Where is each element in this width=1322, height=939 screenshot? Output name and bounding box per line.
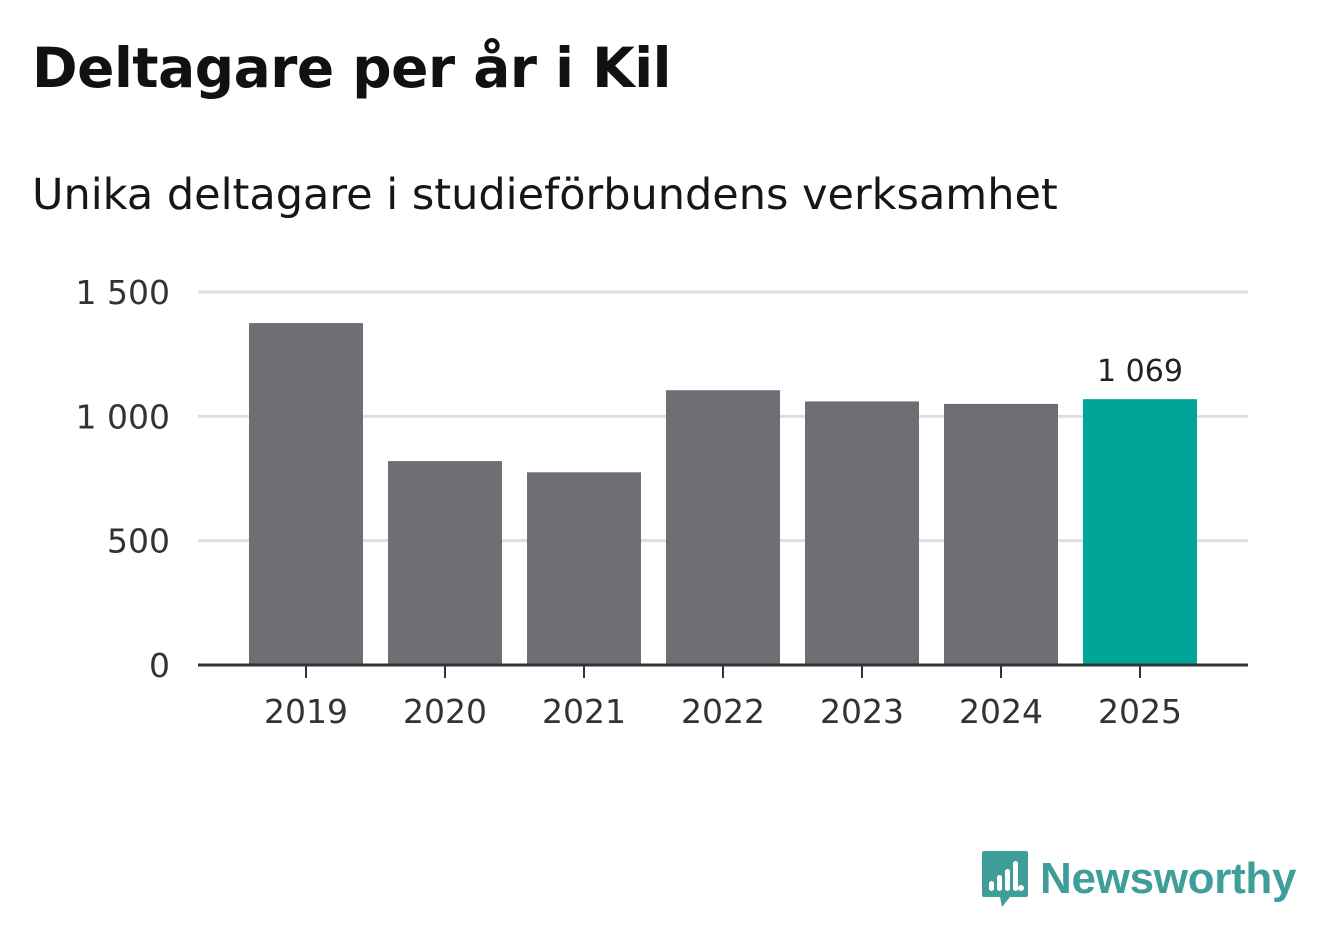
chart-subtitle: Unika deltagare i studieförbundens verks… [32, 170, 1058, 220]
y-tick-label: 1 000 [76, 397, 170, 436]
x-tick-label: 2025 [1098, 692, 1182, 731]
brand-name: Newsworthy [1040, 854, 1297, 903]
bar [666, 390, 780, 665]
x-tick-label: 2023 [820, 692, 904, 731]
x-tick-label: 2022 [681, 692, 765, 731]
x-tick-label: 2019 [264, 692, 348, 731]
bar [805, 401, 919, 665]
bar [527, 472, 641, 665]
y-tick-label: 0 [149, 646, 170, 685]
bar [944, 403, 1058, 665]
newsworthy-logo: Newsworthy [980, 848, 1296, 910]
y-tick-label: 500 [107, 522, 170, 561]
y-tick-label: 1 500 [76, 273, 170, 312]
x-tick-label: 2024 [959, 692, 1043, 731]
newsworthy-logo-icon [982, 851, 1028, 907]
bars [249, 323, 1197, 665]
bar-highlight [1083, 399, 1197, 665]
bar [388, 461, 502, 665]
x-axis [198, 663, 1248, 678]
data-label: 1 069 [1097, 354, 1183, 389]
labels: 0 500 1 000 1 500 2019 2020 2021 2022 2023 2024 20… [76, 273, 1183, 731]
bar [249, 323, 363, 665]
chart-title: Deltagare per år i Kil [32, 36, 671, 100]
x-tick-label: 2020 [403, 692, 487, 731]
x-tick-label: 2021 [542, 692, 626, 731]
